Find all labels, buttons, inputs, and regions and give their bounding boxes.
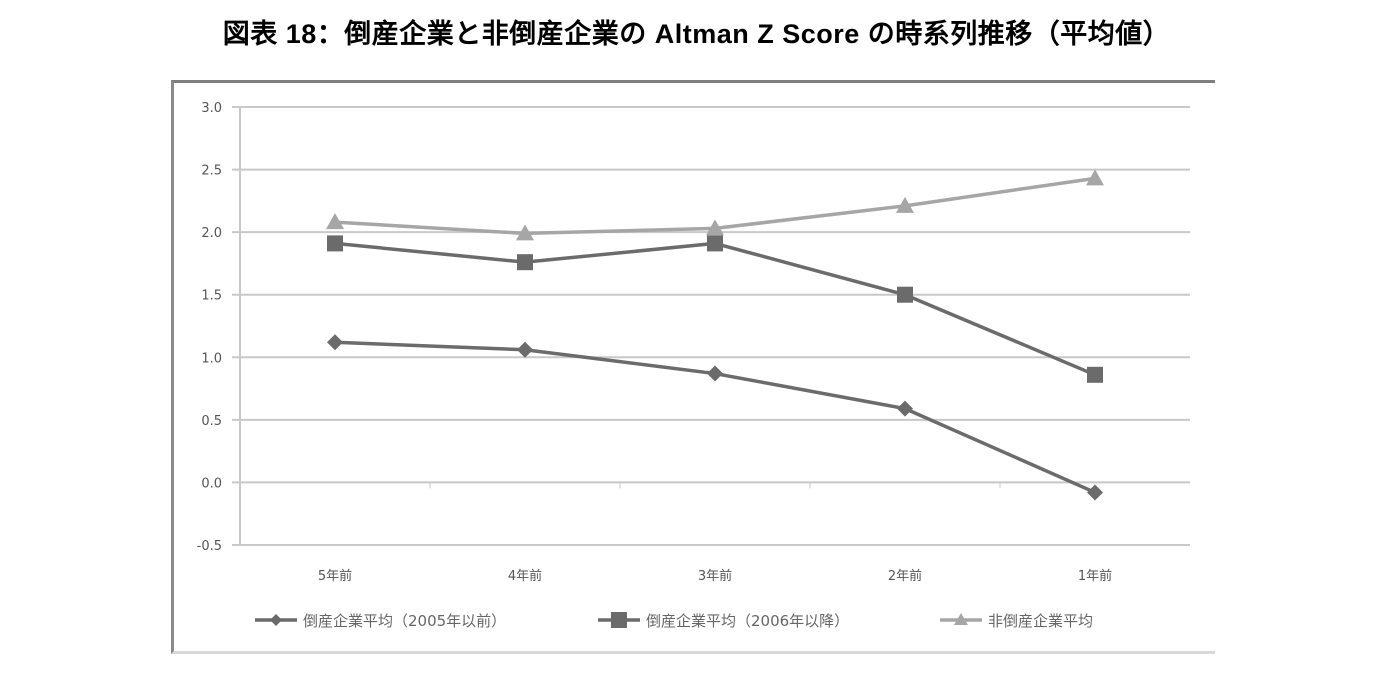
- legend-label: 非倒産企業平均: [988, 612, 1093, 630]
- gridlines: [232, 106, 1190, 546]
- series-line: [334, 241, 1096, 377]
- square-marker-icon: [327, 235, 343, 252]
- y-tick-label: 0.5: [201, 414, 222, 429]
- series-triangle: [326, 169, 1104, 241]
- y-tick-label: 0.0: [201, 476, 222, 491]
- triangle-marker-icon: [706, 219, 724, 236]
- y-tick-label: 1.5: [201, 289, 222, 304]
- triangle-marker-icon: [954, 613, 968, 625]
- legend: 倒産企業平均（2005年以前） 倒産企業平均（2006年以降） 非倒産企業平均: [255, 612, 1093, 630]
- legend-item: 倒産企業平均（2006年以降）: [598, 612, 849, 630]
- square-marker-icon: [707, 235, 723, 252]
- triangle-marker-icon: [516, 224, 534, 241]
- series-line: [334, 340, 1096, 495]
- chart-frame: [171, 80, 1215, 654]
- legend-label: 倒産企業平均（2006年以降）: [646, 612, 849, 630]
- square-marker-icon: [611, 612, 627, 628]
- triangle-marker-icon: [1086, 169, 1104, 186]
- y-tick-label: 2.0: [201, 226, 222, 241]
- x-tick-label: 4年前: [508, 568, 542, 584]
- square-marker-icon: [897, 286, 913, 303]
- x-tick-label: 3年前: [698, 568, 732, 584]
- y-axis: 3.0 2.5 2.0 1.5 1.0 0.5 0.0 -0.5: [197, 101, 241, 554]
- square-marker-icon: [1087, 366, 1103, 383]
- diamond-marker-icon: [1087, 484, 1103, 501]
- series-square: [327, 235, 1103, 383]
- square-marker-icon: [517, 254, 533, 271]
- diamond-marker-icon: [517, 341, 533, 358]
- y-tick-label: 1.0: [201, 351, 222, 366]
- series-diamond: [327, 334, 1103, 501]
- diamond-marker-icon: [270, 614, 282, 626]
- y-tick-label: -0.5: [197, 539, 222, 554]
- triangle-marker-icon: [326, 213, 344, 230]
- y-tick-label: 3.0: [201, 101, 222, 116]
- triangle-marker-icon: [896, 196, 914, 213]
- x-tick-label: 2年前: [888, 568, 922, 584]
- series-group: [326, 169, 1104, 501]
- diamond-marker-icon: [707, 365, 723, 382]
- legend-item: 倒産企業平均（2005年以前）: [255, 612, 506, 630]
- diamond-marker-icon: [327, 334, 343, 351]
- x-tick-label: 5年前: [318, 568, 352, 584]
- x-tick-label: 1年前: [1078, 568, 1112, 584]
- chart-title: 図表 18：倒産企業と非倒産企業の Altman Z Score の時系列推移（…: [222, 19, 1171, 49]
- diamond-marker-icon: [897, 400, 913, 417]
- legend-item: 非倒産企業平均: [940, 612, 1093, 630]
- y-tick-label: 2.5: [201, 164, 222, 179]
- x-axis: 5年前 4年前 3年前 2年前 1年前: [318, 482, 1112, 584]
- legend-label: 倒産企業平均（2005年以前）: [303, 612, 506, 630]
